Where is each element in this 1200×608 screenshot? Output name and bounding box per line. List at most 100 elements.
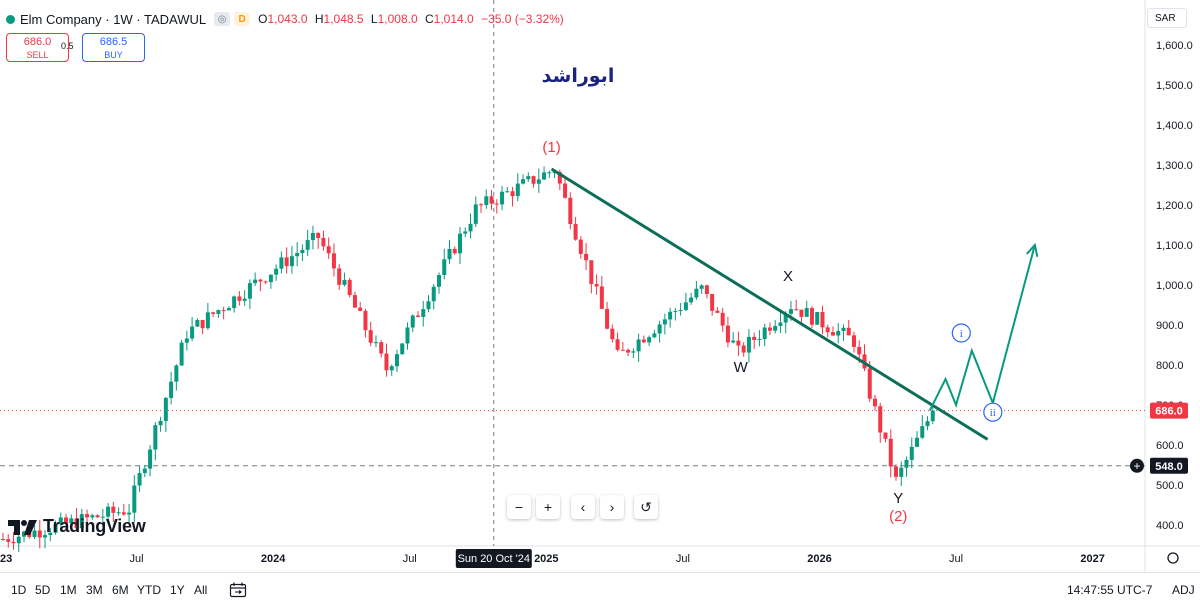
elliott-wave-path[interactable]	[928, 244, 1036, 412]
chart-canvas[interactable]: 1,600.0 1,500.0 1,400.0 1,300.0 1,200.0 1,100…	[0, 0, 1200, 572]
candle-body	[752, 336, 757, 340]
spread-value: 0.5	[61, 41, 74, 51]
timeframe-1d[interactable]: 1D	[11, 583, 27, 597]
candle-body	[142, 468, 147, 474]
y-tick-label: 400.0	[1156, 520, 1184, 532]
wave-annotation: X	[783, 268, 793, 285]
candle-body	[216, 310, 221, 314]
candle-body	[683, 302, 688, 310]
settings-gear-icon[interactable]	[1167, 552, 1179, 564]
candle-body	[605, 308, 610, 329]
sell-button[interactable]: 686.0 SELL	[6, 33, 69, 62]
x-tick-label: Jul	[403, 553, 417, 565]
x-tick-label: Jul	[949, 553, 963, 565]
candle-body	[836, 330, 841, 336]
y-tick-label: 500.0	[1156, 480, 1184, 492]
y-tick-label: 900.0	[1156, 320, 1184, 332]
candle-body	[626, 349, 631, 353]
candle-body	[578, 239, 583, 254]
currency-selector[interactable]: SAR	[1147, 8, 1187, 28]
timeframe-1m[interactable]: 1M	[60, 583, 77, 597]
candle-body	[510, 191, 515, 197]
y-tick-label: 1,400.0	[1156, 120, 1193, 132]
candle-body	[190, 326, 195, 339]
scroll-left-button[interactable]: ‹	[571, 495, 595, 519]
timeframe-6m[interactable]: 6M	[112, 583, 129, 597]
candle-body	[158, 420, 163, 426]
candle-body	[342, 279, 347, 285]
candle-body	[594, 283, 599, 287]
candle-body	[316, 233, 321, 238]
candle-body	[121, 512, 126, 515]
candle-body	[310, 233, 315, 241]
candle-body	[589, 260, 594, 284]
calendar-compare-icon[interactable]	[229, 581, 247, 599]
candle-body	[820, 312, 825, 328]
candle-body	[253, 279, 258, 284]
candle-body	[809, 308, 814, 325]
candle-body	[694, 288, 699, 298]
eye-off-icon[interactable]: ◎	[214, 12, 231, 26]
sell-price: 686.0	[23, 36, 52, 48]
x-tick-label: Jul	[130, 553, 144, 565]
sell-label: SELL	[26, 50, 49, 60]
candle-body	[872, 398, 877, 407]
candle-body	[846, 327, 851, 336]
line-price-tag	[1150, 457, 1188, 474]
wave-label-circle	[983, 402, 1003, 422]
candle-body	[526, 176, 531, 180]
candle-body	[74, 518, 79, 529]
candle-body	[662, 319, 667, 325]
candle-body	[368, 330, 373, 343]
candle-body	[794, 309, 799, 311]
candle-body	[64, 517, 69, 524]
candle-body	[620, 349, 625, 351]
timeframe-3m[interactable]: 3M	[86, 583, 103, 597]
candle-body	[878, 406, 883, 433]
zoom-in-button[interactable]: +	[536, 495, 560, 519]
zoom-out-button[interactable]: −	[507, 495, 531, 519]
candle-body	[489, 196, 494, 204]
candle-body	[851, 335, 856, 347]
candle-body	[815, 312, 820, 325]
timeframe-all[interactable]: All	[194, 583, 208, 597]
candle-body	[111, 506, 116, 513]
candle-body	[804, 308, 809, 317]
add-alert-icon[interactable]	[1130, 458, 1144, 473]
candle-body	[542, 172, 547, 180]
delayed-badge: D	[234, 12, 251, 26]
scroll-right-button[interactable]: ›	[600, 495, 624, 519]
x-tick-label: Jul	[676, 553, 690, 565]
candle-body	[799, 309, 804, 317]
candle-body	[573, 223, 578, 240]
candle-body	[704, 285, 709, 295]
candle-body	[400, 343, 405, 355]
adj-toggle[interactable]: ADJ	[1172, 583, 1195, 597]
candle-body	[899, 467, 904, 477]
symbol-title[interactable]: Elm Company · 1W · TADAWUL	[20, 11, 207, 27]
candle-body	[436, 275, 441, 287]
trendline[interactable]	[550, 167, 989, 441]
clock[interactable]: 14:47:55 UTC-7	[1067, 583, 1153, 597]
x-tick-label: 2026	[807, 553, 831, 565]
wave-label-ii: ii	[990, 407, 996, 419]
candle-body	[148, 449, 153, 469]
y-tick-label: 1,000.0	[1156, 280, 1193, 292]
timeframe-ytd[interactable]: YTD	[137, 583, 161, 597]
tradingview-logo-icon	[8, 519, 37, 535]
buy-label: BUY	[104, 50, 123, 60]
timeframe-1y[interactable]: 1Y	[170, 583, 185, 597]
candle-body	[305, 240, 310, 250]
timeframe-5d[interactable]: 5D	[35, 583, 51, 597]
reset-chart-button[interactable]: ↺	[634, 495, 658, 519]
candle-body	[116, 512, 121, 514]
symbol-legend: Elm Company · 1W · TADAWUL ◎ D O1,043.0 …	[6, 9, 568, 29]
buy-button[interactable]: 686.5 BUY	[82, 33, 145, 62]
candle-body	[452, 248, 457, 254]
tradingview-wordmark: TradingView	[43, 516, 146, 536]
candle-body	[326, 246, 331, 254]
candle-body	[6, 539, 11, 542]
candle-body	[237, 296, 242, 301]
y-tick-label: 1,100.0	[1156, 240, 1193, 252]
y-tick-label: 800.0	[1156, 360, 1184, 372]
